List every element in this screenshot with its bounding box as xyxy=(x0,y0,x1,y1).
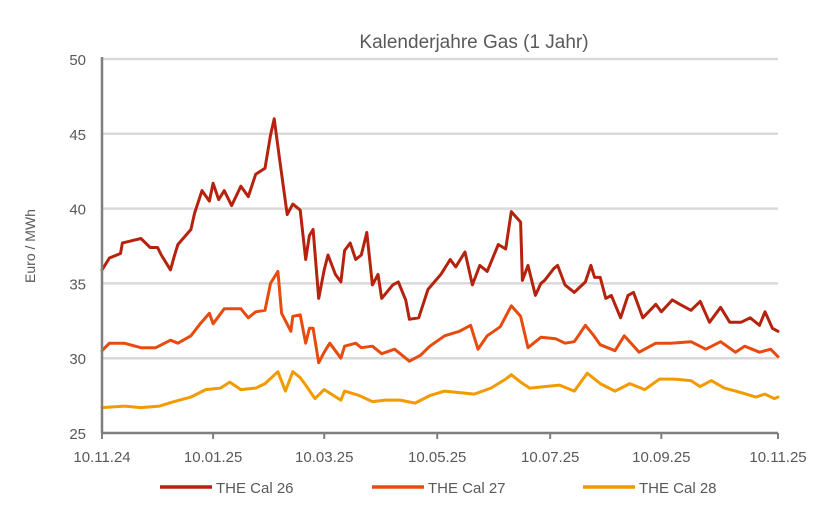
legend-label: THE Cal 26 xyxy=(216,480,294,497)
x-tick-label: 10.09.25 xyxy=(632,449,690,466)
y-tick-label: 30 xyxy=(69,351,86,368)
series-line-the-cal-26 xyxy=(100,117,780,333)
x-tick-label: 10.01.25 xyxy=(184,449,242,466)
x-tick-label: 10.11.24 xyxy=(73,449,130,466)
chart-title: Kalenderjahre Gas (1 Jahr) xyxy=(359,32,588,53)
x-tick-label: 10.11.25 xyxy=(749,449,806,466)
x-tick-label: 10.07.25 xyxy=(521,449,579,466)
legend-label: THE Cal 28 xyxy=(639,480,717,497)
series-line-the-cal-28 xyxy=(100,370,780,410)
x-tick-label: 10.03.25 xyxy=(295,449,353,466)
x-tick-label: 10.05.25 xyxy=(408,449,466,466)
y-tick-label: 50 xyxy=(69,52,86,69)
legend-label: THE Cal 27 xyxy=(428,480,506,497)
y-tick-label: 35 xyxy=(69,276,86,293)
y-tick-label: 25 xyxy=(69,426,86,443)
y-tick-label: 45 xyxy=(69,127,86,144)
series-line-the-cal-27 xyxy=(100,269,780,365)
y-axis-label: Euro / MWh xyxy=(22,209,38,283)
y-tick-label: 40 xyxy=(69,202,86,219)
